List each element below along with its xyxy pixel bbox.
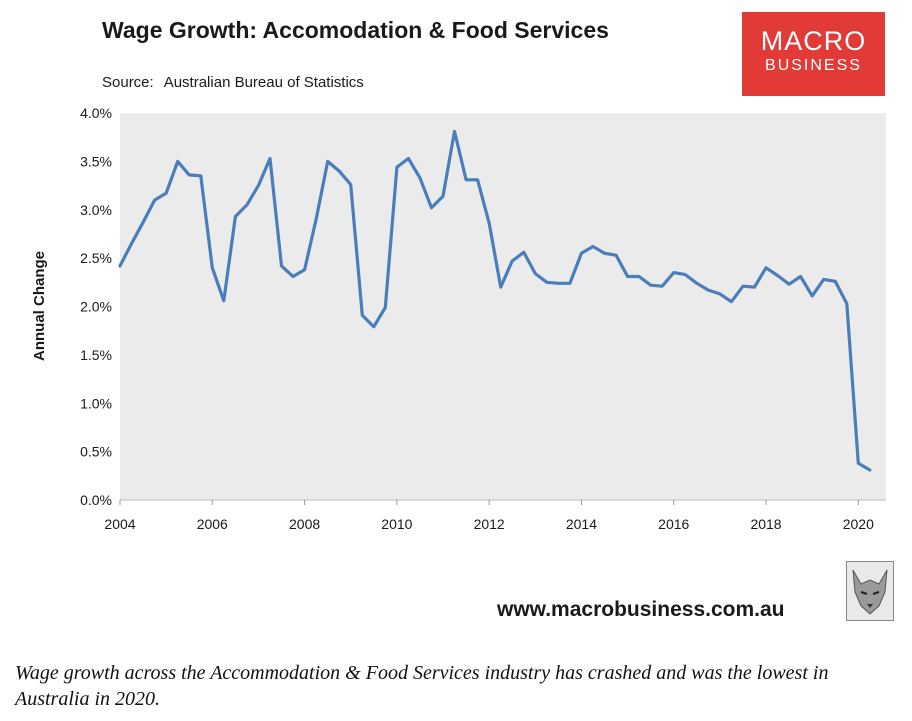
source-value: Australian Bureau of Statistics (163, 74, 364, 91)
website-url: www.macrobusiness.com.au (497, 598, 785, 621)
x-tick-label: 2010 (381, 516, 412, 532)
logo-line-1: MACRO (760, 26, 867, 56)
y-tick-label: 3.5% (80, 153, 112, 169)
x-tick-label: 2006 (197, 516, 228, 532)
y-tick-label: 0.5% (80, 444, 112, 460)
plot-background (120, 113, 886, 500)
y-tick-label: 2.0% (80, 299, 112, 315)
y-axis-label: Annual Change (31, 251, 48, 361)
y-tick-label: 1.0% (80, 395, 112, 411)
chart-title: Wage Growth: Accomodation & Food Service… (102, 17, 609, 43)
y-axis: 0.0% 0.5% 1.0% 1.5% 2.0% 2.5% 3.0% 3.5% 4.0% (80, 105, 112, 508)
y-tick-label: 1.5% (80, 347, 112, 363)
x-tick-label: 2020 (843, 516, 874, 532)
series-group (118, 129, 872, 472)
source-line: Source: Australian Bureau of Statistics (102, 74, 364, 91)
line-chart: 0.0% 0.5% 1.0% 1.5% 2.0% 2.5% 3.0% 3.5% 4.0% 200… (31, 105, 886, 532)
wolf-icon (847, 562, 893, 620)
x-tick-label: 2016 (658, 516, 689, 532)
series-line-annual-change (118, 129, 872, 472)
source-label: Source: (102, 74, 154, 91)
macrobusiness-logo: MACRO BUSINESS (742, 12, 885, 96)
y-tick-label: 2.5% (80, 250, 112, 266)
x-tick-label: 2018 (750, 516, 781, 532)
chart-frame: Wage Growth: Accomodation & Food Service… (31, 12, 894, 621)
x-tick-label: 2004 (104, 516, 135, 532)
x-tick-label: 2008 (289, 516, 320, 532)
wolf-logo (846, 561, 894, 621)
y-tick-label: 0.0% (80, 492, 112, 508)
y-tick-label: 3.0% (80, 202, 112, 218)
x-axis: 2004 2006 2008 2010 2012 2014 2016 2018 2020 (104, 500, 874, 532)
figure-caption: Wage growth across the Accommodation & F… (15, 662, 829, 710)
x-tick-label: 2012 (474, 516, 505, 532)
plot-area (120, 113, 886, 501)
y-tick-label: 4.0% (80, 105, 112, 121)
logo-line-2: BUSINESS (765, 57, 862, 74)
x-tick-label: 2014 (566, 516, 597, 532)
